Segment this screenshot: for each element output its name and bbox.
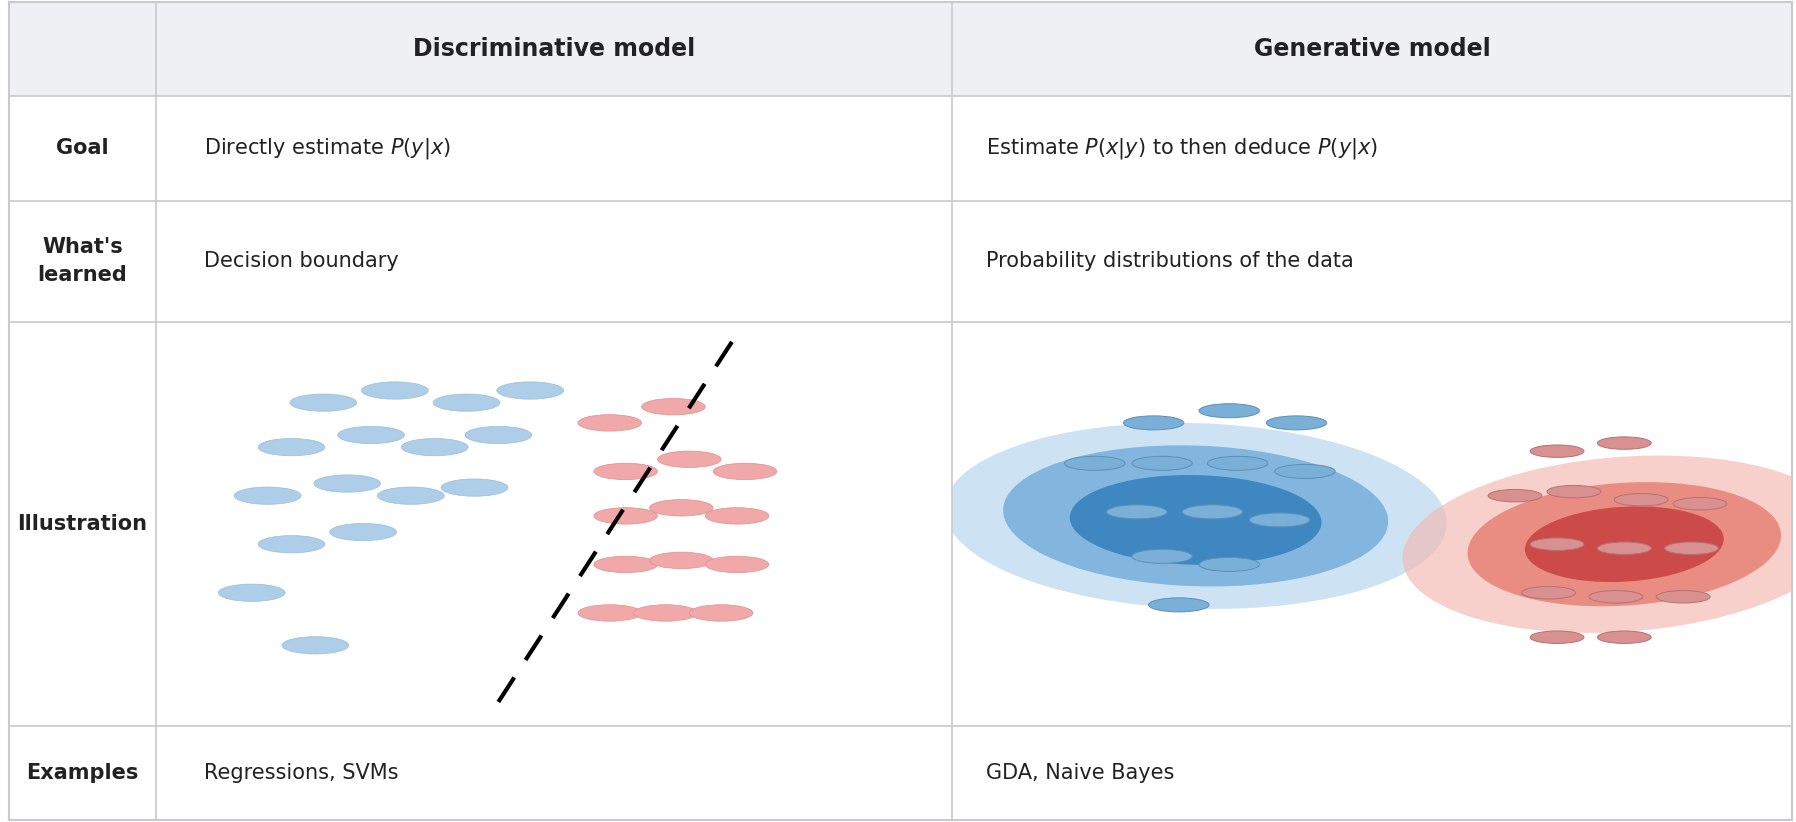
Ellipse shape: [1489, 489, 1543, 502]
Ellipse shape: [1131, 456, 1193, 470]
Ellipse shape: [1665, 542, 1719, 555]
Ellipse shape: [1521, 587, 1575, 599]
Ellipse shape: [282, 637, 348, 654]
Ellipse shape: [1131, 549, 1193, 563]
Ellipse shape: [401, 438, 469, 455]
Ellipse shape: [1530, 445, 1584, 457]
Ellipse shape: [1275, 464, 1334, 478]
Text: Discriminative model: Discriminative model: [413, 37, 695, 61]
Ellipse shape: [706, 508, 769, 524]
Ellipse shape: [1266, 416, 1327, 430]
Text: Probability distributions of the data: Probability distributions of the data: [986, 252, 1352, 271]
Ellipse shape: [233, 487, 302, 505]
Ellipse shape: [259, 438, 325, 455]
Ellipse shape: [314, 475, 381, 492]
Ellipse shape: [1656, 590, 1710, 603]
Ellipse shape: [442, 479, 508, 496]
Text: Examples: Examples: [27, 764, 138, 783]
Text: What's
learned: What's learned: [38, 238, 128, 285]
Ellipse shape: [594, 556, 657, 573]
Ellipse shape: [1149, 598, 1209, 612]
Ellipse shape: [690, 605, 753, 621]
Text: Regressions, SVMs: Regressions, SVMs: [205, 764, 399, 783]
Ellipse shape: [650, 500, 713, 516]
Ellipse shape: [1070, 475, 1322, 565]
Ellipse shape: [1546, 486, 1600, 498]
Ellipse shape: [433, 394, 499, 411]
Ellipse shape: [657, 451, 722, 468]
Ellipse shape: [1615, 493, 1668, 506]
Ellipse shape: [1530, 631, 1584, 644]
Ellipse shape: [713, 463, 778, 479]
Ellipse shape: [1467, 483, 1782, 607]
Ellipse shape: [289, 394, 357, 411]
Text: GDA, Naive Bayes: GDA, Naive Bayes: [986, 764, 1175, 783]
Ellipse shape: [377, 487, 444, 505]
Ellipse shape: [1122, 416, 1184, 430]
Ellipse shape: [945, 423, 1448, 609]
Ellipse shape: [578, 605, 641, 621]
Ellipse shape: [1597, 542, 1651, 555]
Text: Directly estimate $P(y|x)$: Directly estimate $P(y|x)$: [205, 136, 451, 160]
Ellipse shape: [1207, 456, 1268, 470]
Ellipse shape: [1525, 506, 1724, 582]
Text: Estimate $P(x|y)$ to then deduce $P(y|x)$: Estimate $P(x|y)$ to then deduce $P(y|x)…: [986, 136, 1378, 160]
Text: Generative model: Generative model: [1254, 37, 1491, 61]
Ellipse shape: [1200, 557, 1259, 571]
Ellipse shape: [219, 584, 286, 602]
Ellipse shape: [1065, 456, 1124, 470]
Ellipse shape: [594, 463, 657, 479]
Ellipse shape: [578, 414, 641, 431]
Ellipse shape: [650, 552, 713, 569]
Ellipse shape: [706, 556, 769, 573]
Text: Illustration: Illustration: [18, 514, 147, 534]
Ellipse shape: [634, 605, 697, 621]
Ellipse shape: [1403, 455, 1796, 633]
Ellipse shape: [1106, 505, 1167, 519]
Ellipse shape: [1200, 404, 1259, 418]
Ellipse shape: [1597, 631, 1651, 644]
Ellipse shape: [1004, 446, 1388, 586]
Ellipse shape: [361, 382, 429, 399]
Ellipse shape: [1250, 513, 1309, 527]
Ellipse shape: [1182, 505, 1243, 519]
Ellipse shape: [259, 536, 325, 553]
Ellipse shape: [594, 508, 657, 524]
Text: Decision boundary: Decision boundary: [205, 252, 399, 271]
Ellipse shape: [330, 524, 397, 541]
Ellipse shape: [641, 399, 706, 415]
Ellipse shape: [1589, 590, 1643, 603]
Ellipse shape: [338, 427, 404, 444]
Ellipse shape: [465, 427, 532, 444]
Text: Goal: Goal: [56, 138, 110, 158]
Ellipse shape: [497, 382, 564, 399]
Ellipse shape: [1674, 497, 1726, 510]
Ellipse shape: [1597, 436, 1651, 450]
Ellipse shape: [1530, 538, 1584, 551]
